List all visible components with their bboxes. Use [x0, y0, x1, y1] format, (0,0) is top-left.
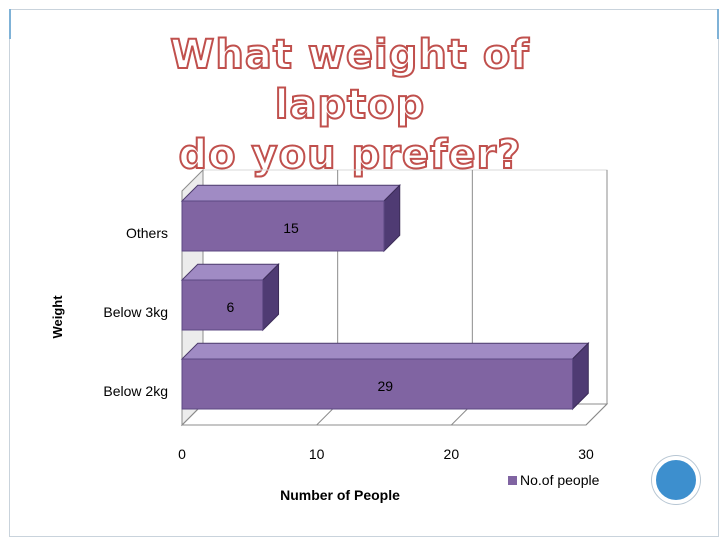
category-label: Below 2kg: [103, 383, 168, 399]
gridline-floor: [585, 403, 608, 426]
category-label: Others: [126, 225, 168, 241]
data-label: 6: [227, 299, 235, 315]
x-tick-label: 30: [578, 446, 594, 462]
title-line-2: do you prefer?: [178, 131, 522, 179]
slide-title: What weight of laptop do you prefer?: [90, 30, 610, 180]
x-tick-label: 0: [178, 446, 186, 462]
bar: [181, 200, 385, 252]
category-label: Below 3kg: [103, 304, 168, 320]
data-label: 29: [377, 378, 393, 394]
decorative-circle-icon: [652, 456, 700, 504]
legend-label: No.of people: [520, 472, 600, 488]
y-axis-title: Weight: [50, 295, 65, 339]
bar: [181, 358, 574, 410]
bar-top-face: [180, 263, 280, 281]
legend-swatch: [508, 476, 517, 485]
left-accent-line: [9, 9, 11, 39]
x-axis-title: Number of People: [280, 487, 400, 503]
title-line-1: What weight of laptop: [169, 31, 530, 129]
bar: [181, 279, 264, 331]
x-tick-label: 10: [309, 446, 325, 462]
bar-top-face: [180, 342, 590, 360]
bar-top-face: [180, 184, 401, 202]
right-accent-line: [717, 9, 719, 39]
slide-frame: [9, 9, 719, 537]
data-label: 15: [283, 220, 299, 236]
x-tick-label: 20: [444, 446, 460, 462]
